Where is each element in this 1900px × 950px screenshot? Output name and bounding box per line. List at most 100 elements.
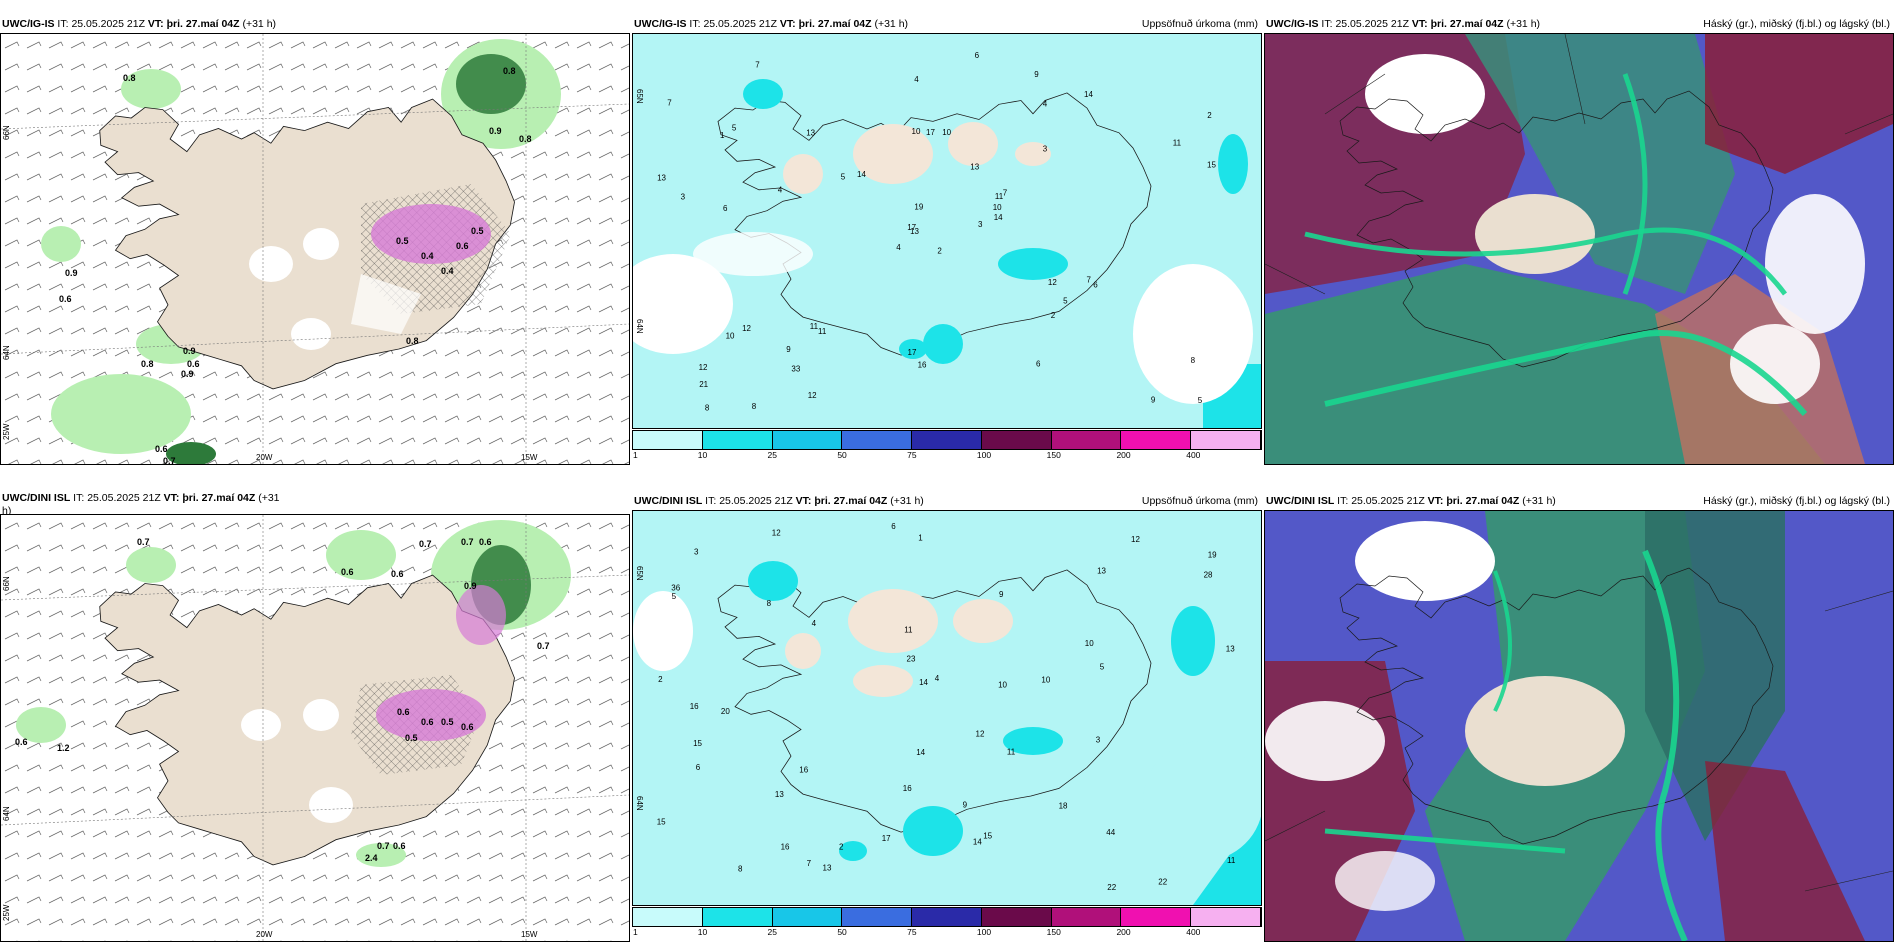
row1-cloud-panel: UWC/IG-IS IT: 25.05.2025 21Z VT: þri. 27… <box>1264 15 1894 465</box>
precip-value: 2 <box>1207 111 1212 120</box>
precip-value: 4 <box>778 186 783 195</box>
header-vt-label: VT: <box>163 492 180 504</box>
precip-value: 13 <box>1097 566 1106 575</box>
header-it-label: IT: <box>73 492 85 504</box>
precip-value: 17 <box>926 128 935 137</box>
precip-value: 1 <box>918 533 923 542</box>
value-label: 0.7 <box>137 537 150 547</box>
precip-value: 4 <box>935 674 940 683</box>
precip-value: 5 <box>732 124 737 133</box>
precip-value: 14 <box>994 213 1003 222</box>
colorbar-segment <box>842 431 913 449</box>
header-model: UWC/IG-IS <box>634 18 687 30</box>
row1-precip-panel: UWC/IG-IS IT: 25.05.2025 21Z VT: þri. 27… <box>632 15 1262 465</box>
precip-value: 33 <box>791 365 800 374</box>
precip-value: 13 <box>910 227 919 236</box>
precip-value: 13 <box>823 863 832 872</box>
precip-value: 10 <box>1085 639 1094 648</box>
header-it: 25.05.2025 21Z <box>1335 18 1409 30</box>
precip-value: 6 <box>891 522 896 531</box>
header-it: 25.05.2025 21Z <box>87 492 161 504</box>
colorbar-segment <box>1191 908 1261 926</box>
precip-value: 5 <box>1198 396 1203 405</box>
lat-label: 64N <box>2 345 11 360</box>
header-it: 25.05.2025 21Z <box>71 18 145 30</box>
header-it: 25.05.2025 21Z <box>719 495 793 507</box>
precip-value: 10 <box>998 680 1007 689</box>
header-it: 25.05.2025 21Z <box>703 18 777 30</box>
colorbar-segment <box>1051 431 1122 449</box>
value-label: 0.6 <box>461 722 474 732</box>
lon-label: 20W <box>256 930 273 939</box>
precip-value: 16 <box>690 702 699 711</box>
colorbar-segment <box>772 908 843 926</box>
precip-value: 11 <box>995 192 1004 201</box>
value-label: 0.6 <box>391 569 404 579</box>
header-it-label: IT: <box>705 495 717 507</box>
precip-value: 7 <box>1087 276 1092 285</box>
value-label: 0.8 <box>406 336 419 346</box>
precip-value: 16 <box>799 766 808 775</box>
precip-value: 10 <box>912 127 921 136</box>
precip-value: 17 <box>907 223 916 232</box>
value-label: 0.7 <box>461 537 474 547</box>
colorbar-label: 400 <box>1186 927 1201 937</box>
precip-value: 10 <box>993 203 1002 212</box>
panel-title: Háský (gr.), miðský (fj.bl.) og lágský (… <box>1703 18 1890 30</box>
precip-value: 6 <box>723 204 728 213</box>
precip-value: 6 <box>975 51 980 60</box>
precip-value: 12 <box>976 730 985 739</box>
lat-label: 65N <box>635 566 644 581</box>
precip-value: 36 <box>671 584 680 593</box>
colorbar-label: 200 <box>1116 450 1131 460</box>
precip-value: 10 <box>942 128 951 137</box>
cloud-map <box>1264 510 1894 942</box>
colorbar-segment <box>633 431 703 449</box>
precip-value: 2 <box>658 675 663 684</box>
value-label: 0.6 <box>397 707 410 717</box>
header-model: UWC/DINI ISL <box>634 495 703 507</box>
wind-map: 66N 64N 25W 20W 15W 0.8 0.8 0.9 0.6 0.9 … <box>0 33 630 465</box>
precip-value: 13 <box>970 163 979 172</box>
precip-value: 2 <box>937 247 942 256</box>
header-model: UWC/DINI ISL <box>2 492 71 504</box>
header-vt: þri. 27.maí 04Z <box>798 18 872 30</box>
precip-value: 8 <box>705 404 710 413</box>
precip-value: 15 <box>693 739 702 748</box>
colorbar-segment <box>1121 431 1192 449</box>
header-vt: þri. 27.maí 04Z <box>814 495 888 507</box>
value-label: 0.6 <box>421 717 434 727</box>
precip-value: 11 <box>1227 856 1236 865</box>
header-lead: (+31 <box>258 492 280 504</box>
colorbar-label: 100 <box>976 927 992 937</box>
precip-value: 1 <box>720 131 725 140</box>
precip-value: 11 <box>904 626 913 635</box>
precip-value: 6 <box>1093 280 1098 289</box>
colorbar-label: 25 <box>767 927 778 937</box>
value-label: 0.7 <box>163 456 176 464</box>
colorbar-segment <box>912 908 982 926</box>
precip-value: 3 <box>694 548 699 557</box>
precip-map: 65N 64N 2 1 13 12 11 11 9 10 4 3 7 5 6 2 4 3 8 10 13 12 14 21… <box>632 33 1262 429</box>
value-label: 0.4 <box>421 251 434 261</box>
colorbar-label: 10 <box>697 450 708 460</box>
value-label: 0.5 <box>405 733 418 743</box>
precip-value: 16 <box>903 784 912 793</box>
header-lead: (+31 h) <box>1522 495 1556 507</box>
header-vt: þri. 27.maí 04Z <box>1430 18 1504 30</box>
colorbar-segment <box>633 908 703 926</box>
lon-label: 15W <box>521 930 538 939</box>
precip-value: 10 <box>726 332 735 341</box>
value-label: 0.6 <box>479 537 492 547</box>
value-label: 0.6 <box>456 241 469 251</box>
row1-wind-panel: UWC/IG-IS IT: 25.05.2025 21Z VT: þri. 27… <box>0 15 630 465</box>
colorbar-segment <box>702 908 773 926</box>
precip-value: 18 <box>1059 802 1068 811</box>
precip-value: 8 <box>1191 356 1196 365</box>
value-label: 0.6 <box>393 841 406 851</box>
lat-label: 66N <box>2 125 11 140</box>
colorbar-label: 75 <box>907 927 917 937</box>
value-label: 0.8 <box>123 73 136 83</box>
value-label: 0.6 <box>15 737 28 747</box>
colorbar-label: 200 <box>1116 927 1131 937</box>
